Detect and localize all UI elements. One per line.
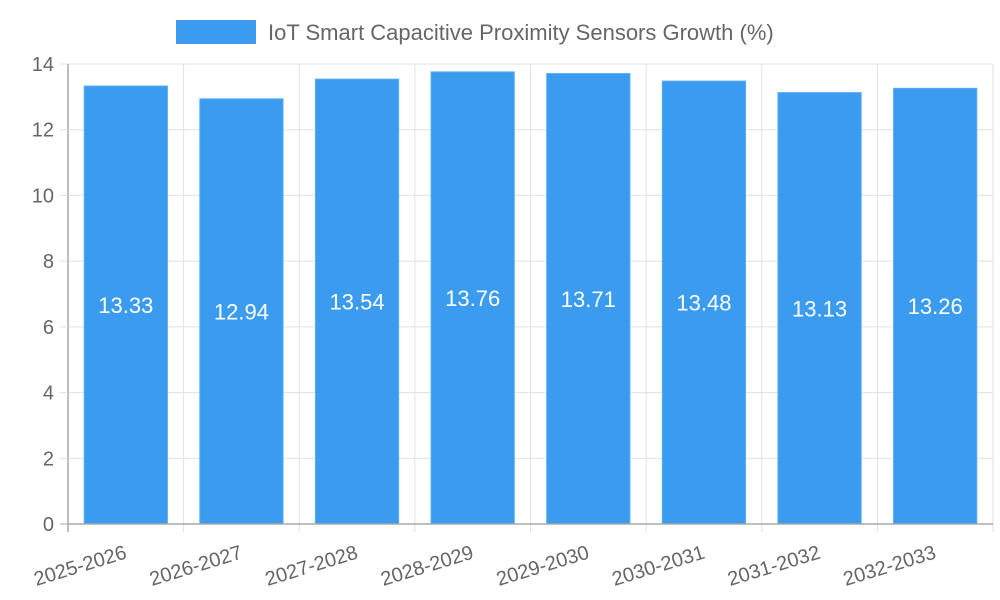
y-tick-label: 2 [43,448,54,470]
x-tick-label: 2026-2027 [147,542,245,591]
data-label: 13.48 [676,291,731,316]
data-label: 13.13 [792,296,847,321]
axes [67,64,993,532]
data-labels: 13.33 12.94 13.54 13.76 13.71 13.48 13.13 13.26 [98,286,962,324]
x-tick-label: 2029-2030 [494,542,592,591]
bar [661,80,747,525]
data-label: 13.71 [561,287,616,312]
x-tick-label: 2027-2028 [263,542,361,591]
y-tick-label: 8 [43,251,54,273]
bar [893,87,978,525]
legend-label[interactable]: IoT Smart Capacitive Proximity Sensors G… [268,20,774,45]
y-tick-label: 4 [43,383,54,405]
bar [546,73,631,525]
x-tick-label: 2032-2033 [841,542,939,591]
legend[interactable]: IoT Smart Capacitive Proximity Sensors G… [176,20,774,45]
y-axis-ticks: 0 2 4 6 8 10 12 14 [32,54,68,536]
data-label: 13.33 [98,293,153,318]
y-tick-label: 10 [32,185,54,207]
data-label: 13.54 [330,290,385,315]
data-label: 12.94 [214,299,269,324]
bar [430,71,515,525]
y-tick-label: 0 [43,514,54,536]
x-tick-label: 2028-2029 [378,542,476,591]
data-label: 13.26 [908,294,963,319]
x-tick-label: 2025-2026 [31,542,129,591]
x-axis-ticks: 2025-2026 2026-2027 2027-2028 2028-2029 2029… [31,542,938,591]
data-label: 13.76 [445,286,500,311]
y-tick-label: 12 [32,120,54,142]
bar [83,85,168,525]
y-tick-label: 14 [32,54,54,76]
bar [314,78,400,525]
y-tick-label: 6 [43,317,54,339]
bars-group [83,71,978,525]
legend-swatch[interactable] [176,20,256,44]
bar [777,92,862,525]
x-tick-label: 2031-2032 [725,542,823,591]
bar [199,98,284,525]
x-tick-label: 2030-2031 [609,542,707,591]
